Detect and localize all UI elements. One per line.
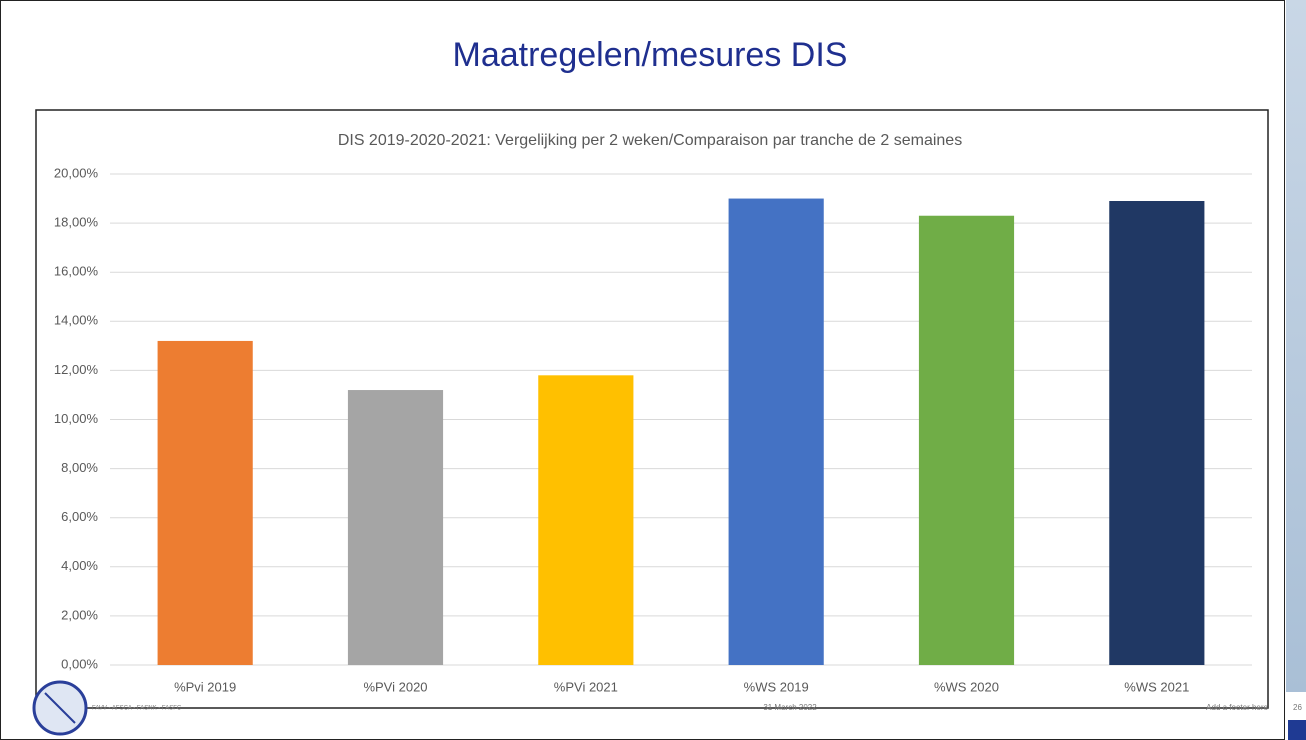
y-tick-label: 0,00% (61, 656, 98, 671)
bar (918, 215, 1015, 666)
bar (157, 340, 253, 665)
y-tick-label: 16,00% (54, 264, 99, 279)
y-tick-label: 14,00% (54, 313, 99, 328)
y-tick-label: 20,00% (54, 165, 99, 180)
y-tick-label: 4,00% (61, 558, 98, 573)
footer-right: Add a footer here (1206, 703, 1268, 712)
y-tick-label: 12,00% (54, 362, 99, 377)
logo-mark (44, 692, 76, 724)
side-block (1288, 720, 1306, 740)
x-tick-label: %PVi 2021 (554, 679, 618, 694)
y-tick-label: 18,00% (54, 215, 99, 230)
bar (347, 390, 444, 665)
plot: 0,00% 2,00% 4,00% 6,00% 8,00% 10,00% 12,00% 14,… (54, 165, 1252, 694)
x-tick-label: %PVi 2020 (363, 679, 427, 694)
footer-left: FAVV - AFSCA - FASNK - FASFC (92, 706, 182, 712)
y-tick-label: 8,00% (61, 460, 98, 475)
x-tick-label: %WS 2020 (934, 679, 999, 694)
footer-date: 31 March 2022 (763, 703, 817, 712)
y-tick-label: 6,00% (61, 509, 98, 524)
bar (1109, 201, 1205, 665)
page-number: 26 (1293, 703, 1302, 712)
side-strip (1286, 0, 1306, 692)
bar (538, 375, 634, 665)
chart-title: DIS 2019-2020-2021: Vergelijking per 2 w… (338, 132, 962, 149)
slide-title: Maatregelen/mesures DIS (453, 36, 848, 74)
x-tick-label: %WS 2021 (1124, 679, 1189, 694)
y-tick-label: 10,00% (54, 411, 99, 426)
x-tick-label: %Pvi 2019 (174, 679, 236, 694)
bar (728, 198, 824, 666)
y-tick-label: 2,00% (61, 607, 98, 622)
x-tick-label: %WS 2019 (744, 679, 809, 694)
